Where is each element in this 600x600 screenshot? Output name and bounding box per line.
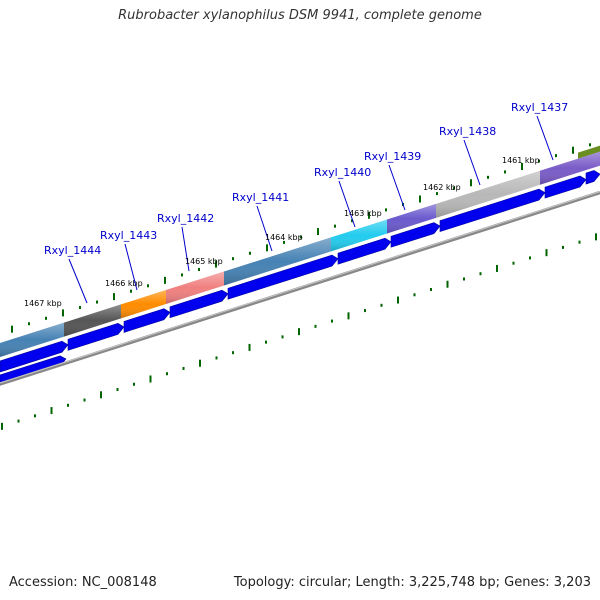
gene-arrow [390,222,441,248]
gene-segment-rxyl-1438-shine [436,170,540,218]
gene-arrow [585,170,600,185]
gene-segment-rxyl-1439-shine [387,203,436,234]
gene-arrow [67,323,125,351]
genome-backbone-highlight [0,191,600,384]
map-title: Rubrobacter xylanophilus DSM 9941, compl… [118,8,482,23]
kbp-label: 1467 kbp [24,299,62,308]
gene-label-leader [463,139,481,186]
gene-label-leader [68,258,88,304]
gene-arrow [169,289,229,319]
gene-segment-next [578,145,600,159]
gene-label: Rxyl_1438 [439,125,496,138]
gene-segment-rxyl-1441-shine [224,237,331,286]
gene-arrow [544,175,587,199]
gene-segment-rxyl-1437-shine [540,151,600,185]
genome-backbone [0,190,600,386]
gene-arrow [0,340,69,373]
gene-arrow [123,308,171,333]
gene-label: Rxyl_1444 [44,244,101,257]
kbp-label: 1462 kbp [423,183,461,192]
gene-segment-rxyl-1442-shine [166,271,224,305]
gene-label-leader [338,180,356,228]
gene-arrow [227,254,339,300]
gene-label-leader [124,243,138,291]
kbp-label: 1464 kbp [265,233,303,242]
gene-label: Rxyl_1440 [314,166,371,179]
gene-label: Rxyl_1437 [511,101,568,114]
genome-summary: Topology: circular; Length: 3,225,748 bp… [233,575,591,590]
gene-segment-rxyl-1443-shine [121,290,166,319]
gene-label-leader [181,226,190,272]
kbp-label: 1465 kbp [185,257,223,266]
kbp-label: 1461 kbp [502,156,540,165]
gene-label: Rxyl_1442 [157,212,214,225]
gene-label: Rxyl_1443 [100,229,157,242]
kbp-label: 1466 kbp [105,279,143,288]
gene-arrow [439,188,546,233]
gene-label-leader [388,164,406,211]
gene-segment-rxyl-1444-shine [64,304,121,337]
gene-label: Rxyl_1439 [364,150,421,163]
gene-label-leader [536,115,554,161]
gene-segment-rxyl-1440-shine [331,219,387,252]
accession-label: Accession: NC_008148 [9,575,157,590]
gene-arrow [337,237,392,265]
gene-label-leader [256,205,273,252]
kbp-label: 1463 kbp [344,209,382,218]
gene-label: Rxyl_1441 [232,191,289,204]
gene-segment-left-shine [0,322,64,357]
